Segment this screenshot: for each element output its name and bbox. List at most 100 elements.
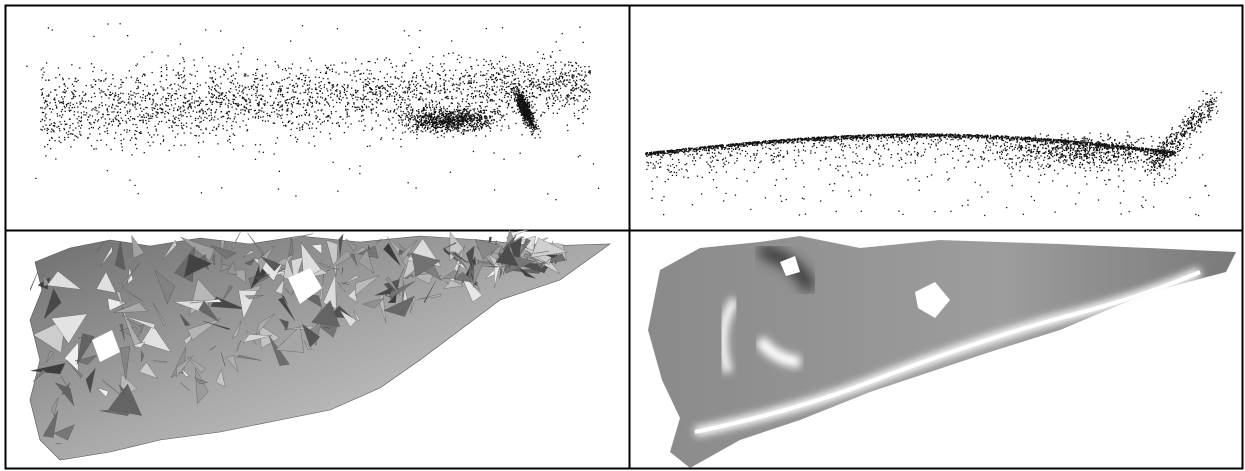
point: [565, 98, 566, 99]
point: [519, 85, 520, 86]
point: [429, 77, 430, 78]
point: [413, 126, 414, 127]
point: [453, 75, 454, 76]
point: [502, 126, 503, 127]
point: [529, 123, 530, 124]
point: [423, 107, 424, 108]
point: [461, 73, 462, 74]
point: [81, 112, 82, 113]
point: [456, 128, 457, 129]
point: [581, 108, 582, 109]
point: [378, 99, 379, 100]
point: [44, 102, 45, 103]
point: [818, 168, 819, 169]
point: [221, 102, 222, 103]
point: [260, 94, 261, 95]
point: [65, 85, 66, 86]
point: [461, 120, 462, 121]
point: [401, 115, 402, 116]
point: [393, 130, 394, 131]
figure-grid: [0, 0, 1245, 471]
point: [487, 96, 488, 97]
point: [178, 72, 179, 73]
point: [224, 96, 225, 97]
point: [126, 122, 127, 123]
point: [316, 89, 317, 90]
point: [324, 87, 325, 88]
point: [489, 122, 490, 123]
point: [335, 111, 336, 112]
point: [426, 105, 427, 106]
point: [203, 112, 204, 113]
point: [1117, 164, 1118, 165]
point: [316, 69, 317, 70]
point: [353, 102, 354, 103]
point: [169, 109, 170, 110]
point: [554, 90, 555, 91]
point: [266, 73, 267, 74]
point: [345, 122, 346, 123]
point: [985, 143, 986, 144]
point: [140, 96, 141, 97]
point: [163, 139, 164, 140]
point: [115, 117, 116, 118]
point: [261, 108, 262, 109]
point: [160, 143, 161, 144]
point: [177, 98, 178, 99]
point: [506, 83, 507, 84]
point: [444, 136, 445, 137]
point: [430, 107, 431, 108]
point: [435, 130, 436, 131]
point: [529, 64, 530, 65]
point: [814, 143, 815, 144]
point: [429, 68, 430, 69]
point: [532, 72, 533, 73]
point: [214, 116, 215, 117]
point: [503, 77, 504, 78]
point: [94, 109, 95, 110]
point: [51, 123, 52, 124]
point: [200, 85, 201, 86]
point: [171, 127, 172, 128]
point: [116, 115, 117, 116]
point: [42, 126, 43, 127]
point: [79, 95, 80, 96]
point: [589, 96, 590, 97]
point: [288, 121, 289, 122]
point: [580, 95, 581, 96]
point: [401, 81, 402, 82]
point: [429, 122, 430, 123]
point: [258, 117, 259, 118]
point: [75, 127, 76, 128]
point: [236, 73, 237, 74]
point: [530, 121, 531, 122]
point: [500, 120, 501, 121]
point: [302, 124, 303, 125]
point: [527, 124, 528, 125]
point: [155, 89, 156, 90]
point: [453, 129, 454, 130]
point: [487, 70, 488, 71]
point: [558, 81, 559, 82]
point: [226, 130, 227, 131]
point: [419, 30, 420, 31]
point: [481, 115, 482, 116]
point: [485, 106, 486, 107]
point: [469, 123, 470, 124]
point: [512, 88, 513, 89]
point: [987, 140, 988, 141]
point: [521, 105, 522, 106]
point: [409, 127, 410, 128]
point: [277, 113, 278, 114]
point: [213, 81, 214, 82]
point: [556, 90, 557, 91]
point: [549, 71, 550, 72]
point: [166, 79, 167, 80]
point: [122, 93, 123, 94]
point: [447, 117, 448, 118]
point: [174, 119, 175, 120]
point: [587, 90, 588, 91]
point: [195, 76, 196, 77]
point: [157, 109, 158, 110]
point: [83, 101, 84, 102]
